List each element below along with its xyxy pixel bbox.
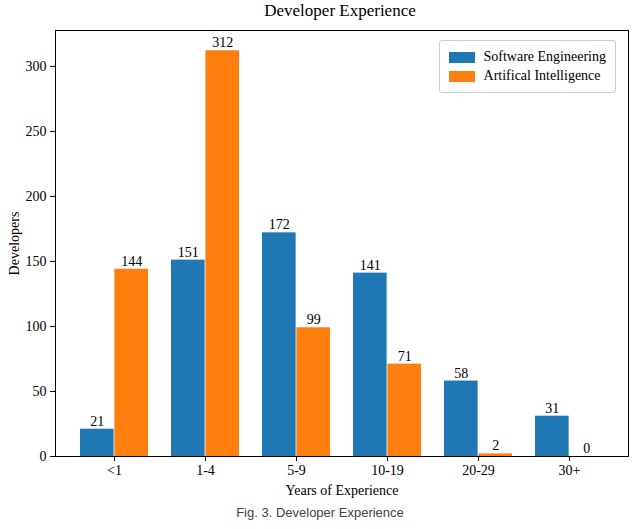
- svg-text:2: 2: [492, 438, 499, 453]
- svg-text:30+: 30+: [559, 463, 581, 478]
- html-text:Developer Experience: Developer Experience: [264, 1, 416, 20]
- svg-text:50: 50: [33, 384, 47, 399]
- svg-text:Years of Experience: Years of Experience: [286, 483, 399, 498]
- svg-text:5-9: 5-9: [287, 463, 306, 478]
- svg-text:99: 99: [307, 312, 321, 327]
- svg-text:150: 150: [26, 254, 47, 269]
- svg-text:144: 144: [121, 254, 142, 269]
- svg-text:31: 31: [545, 401, 559, 416]
- svg-text:0: 0: [583, 441, 590, 456]
- svg-text:200: 200: [26, 189, 47, 204]
- svg-text:141: 141: [360, 258, 381, 273]
- svg-text:100: 100: [26, 319, 47, 334]
- svg-text:21: 21: [90, 414, 104, 429]
- svg-text:20-29: 20-29: [462, 463, 495, 478]
- svg-text:1-4: 1-4: [196, 463, 215, 478]
- svg-text:172: 172: [269, 217, 290, 232]
- html-text:Software Engineering: Software Engineering: [483, 49, 606, 64]
- svg-text:71: 71: [398, 349, 412, 364]
- svg-text:Developers: Developers: [7, 212, 22, 276]
- svg-text:<1: <1: [107, 463, 122, 478]
- svg-text:250: 250: [26, 124, 47, 139]
- svg-text:0: 0: [40, 449, 47, 464]
- svg-text:312: 312: [212, 35, 233, 50]
- html-text:Artifical Intelligence: Artifical Intelligence: [483, 68, 601, 83]
- svg-text:10-19: 10-19: [371, 463, 404, 478]
- svg-text:151: 151: [178, 245, 199, 260]
- svg-text:300: 300: [26, 59, 47, 74]
- svg-text:58: 58: [454, 366, 468, 381]
- html-text:Fig. 3. Developer Experience: Fig. 3. Developer Experience: [236, 505, 404, 520]
